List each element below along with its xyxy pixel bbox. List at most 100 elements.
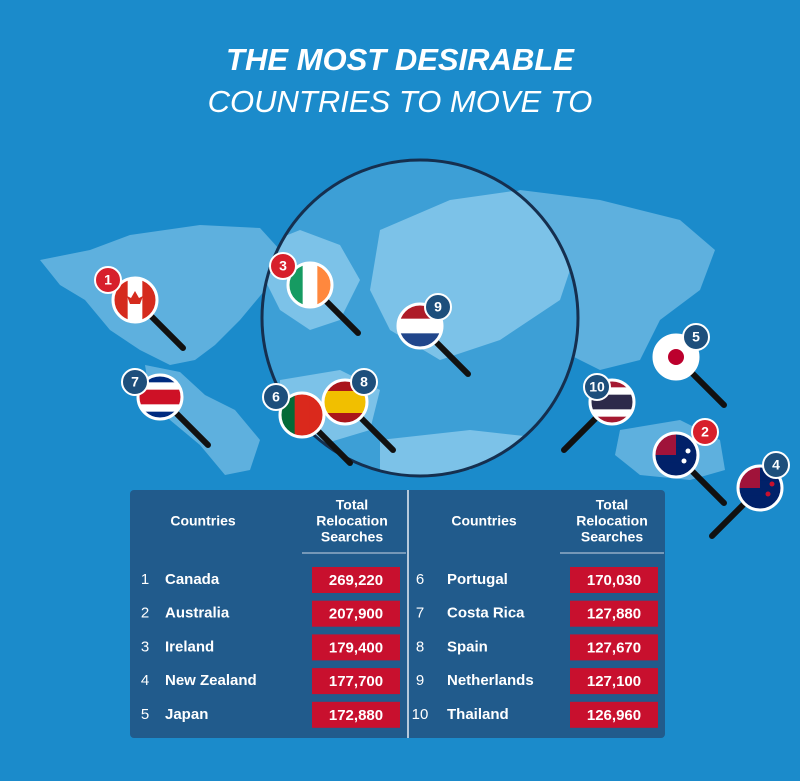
- column-header: Searches: [581, 529, 643, 545]
- rank-badge-label: 7: [131, 374, 139, 390]
- flag-stripe: [323, 380, 367, 392]
- rank-cell: 10: [412, 706, 429, 723]
- map-marker: 1: [94, 266, 186, 351]
- column-header: Relocation: [576, 513, 648, 529]
- rank-badge: [682, 323, 710, 351]
- magnifier-handle: [432, 338, 471, 377]
- rank-badge: [583, 373, 611, 401]
- map-marker: 8: [321, 368, 396, 453]
- rank-badge: [94, 266, 122, 294]
- lens-rim: [396, 302, 444, 350]
- rank-badge-label: 3: [279, 258, 287, 274]
- magnifier-handle: [147, 312, 186, 351]
- rank-badge: [350, 368, 378, 396]
- flag-emblem: [668, 349, 684, 365]
- country-cell: New Zealand: [165, 672, 257, 689]
- country-cell: Japan: [165, 706, 208, 723]
- value-box: [570, 600, 658, 627]
- rank-cell: 8: [416, 638, 424, 655]
- rank-badge: [121, 368, 149, 396]
- magnifier-handle: [688, 369, 727, 408]
- searches-cell: 269,220: [329, 572, 383, 589]
- zoom-circle: [260, 158, 580, 478]
- map-marker: 6: [262, 383, 353, 466]
- title-line: COUNTRIES TO MOVE TO: [208, 84, 593, 119]
- flag-emblem: [681, 458, 687, 464]
- flag-stripe: [323, 402, 367, 414]
- value-box: [570, 567, 658, 593]
- magnifier-handle: [709, 500, 748, 539]
- map-marker: 3: [269, 252, 361, 336]
- rank-cell: 5: [141, 706, 149, 723]
- magnifier-handle: [322, 297, 361, 336]
- lens-rim: [111, 276, 159, 324]
- lens-rim: [321, 378, 369, 426]
- flag-stripe: [590, 380, 634, 388]
- rank-badge-label: 9: [434, 299, 442, 315]
- rank-badge-label: 10: [589, 379, 605, 395]
- rank-badge: [762, 451, 790, 479]
- flag-stripe: [590, 416, 634, 424]
- magnifier-handle: [172, 409, 211, 448]
- lens-rim: [652, 431, 700, 479]
- flag-stripe: [590, 387, 634, 396]
- flag-stripe: [294, 393, 310, 437]
- map-marker: 9: [396, 293, 471, 377]
- flag-stripe: [138, 382, 182, 391]
- flag-stripe: [138, 404, 182, 413]
- flag-stripe: [302, 263, 318, 307]
- map-marker: 4: [709, 451, 790, 539]
- lens-rim: [286, 261, 334, 309]
- flag-emblem: [127, 291, 143, 304]
- rank-cell: 2: [141, 605, 149, 622]
- searches-cell: 179,400: [329, 639, 383, 656]
- flag: [590, 380, 634, 424]
- column-header: Countries: [451, 513, 517, 529]
- lens-rim: [652, 333, 700, 381]
- country-cell: Australia: [165, 605, 230, 622]
- flag-stripe: [138, 375, 182, 383]
- rank-cell: 9: [416, 672, 424, 689]
- searches-cell: 207,900: [329, 606, 383, 623]
- rank-badge: [262, 383, 290, 411]
- rank-cell: 7: [416, 605, 424, 622]
- rank-badge-label: 6: [272, 389, 280, 405]
- rank-badge-label: 4: [772, 457, 780, 473]
- searches-cell: 127,880: [587, 606, 641, 623]
- country-cell: Costa Rica: [447, 605, 525, 622]
- flag-stripe: [398, 318, 442, 334]
- flag-stripe: [138, 397, 182, 405]
- map-marker: 2: [652, 418, 727, 506]
- country-cell: Spain: [447, 638, 488, 655]
- column-header: Countries: [170, 513, 236, 529]
- rank-cell: 4: [141, 672, 149, 689]
- column-header: Total: [596, 497, 628, 513]
- country-cell: Netherlands: [447, 672, 534, 689]
- value-box: [312, 600, 400, 627]
- rank-badge-label: 2: [701, 424, 709, 440]
- searches-cell: 172,880: [329, 707, 383, 724]
- magnifier-handle: [688, 467, 727, 506]
- searches-cell: 127,100: [587, 673, 641, 690]
- flag-stripe: [590, 409, 634, 418]
- magnifier-handle: [357, 414, 396, 453]
- searches-cell: 127,670: [587, 639, 641, 656]
- value-box: [312, 701, 400, 728]
- rank-badge: [269, 252, 297, 280]
- lens-rim: [736, 464, 784, 512]
- rank-badge-label: 5: [692, 329, 700, 345]
- value-box: [312, 634, 400, 661]
- country-cell: Portugal: [447, 571, 508, 588]
- magnifier-handle: [561, 414, 600, 453]
- value-box: [570, 701, 658, 728]
- value-box: [312, 668, 400, 695]
- flag: [323, 380, 367, 424]
- value-box: [312, 567, 400, 593]
- lens-rim: [588, 378, 636, 426]
- value-box: [570, 634, 658, 661]
- map-marker: 10: [561, 373, 636, 453]
- flag-emblem: [765, 491, 771, 497]
- rank-cell: 1: [141, 571, 149, 588]
- flag: [138, 375, 182, 419]
